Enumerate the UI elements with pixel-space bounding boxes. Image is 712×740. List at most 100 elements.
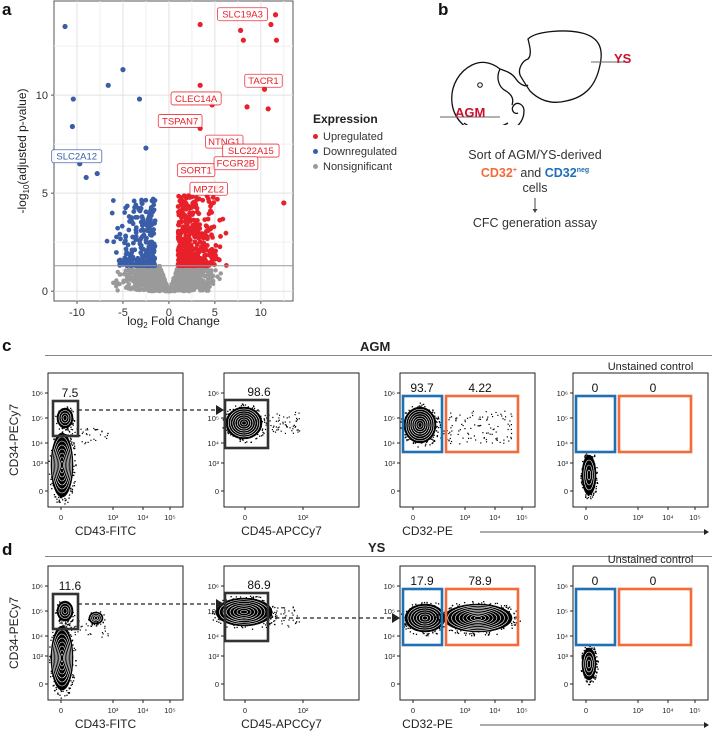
point-nonsignificant — [174, 280, 180, 285]
scatter-event — [286, 426, 288, 428]
scatter-event — [272, 426, 274, 428]
cd34-low-population-event — [52, 685, 54, 687]
scatter-event — [483, 437, 485, 439]
cd45-population-event — [264, 421, 266, 423]
scatter-event — [491, 415, 494, 418]
scatter-event — [273, 623, 276, 625]
cd34-low-population-event — [60, 697, 62, 699]
cd34-low-population-event — [73, 448, 75, 450]
scatter-event — [485, 432, 488, 434]
point-nonsignificant — [190, 284, 196, 289]
scatter-event — [281, 607, 283, 609]
x-tick-label: 10³ — [460, 513, 471, 522]
cd45-population-event — [222, 427, 224, 429]
cd34-high-population-event — [74, 614, 76, 617]
unstained-population-event — [594, 454, 596, 456]
scatter-event — [448, 440, 450, 442]
cd32pos-population-event — [505, 606, 508, 609]
cd45-population-event — [214, 617, 216, 619]
cd32neg-population-event — [436, 417, 438, 420]
cd34-high-population-contour — [56, 407, 74, 429]
scatter-event — [85, 433, 88, 435]
y-tick-label: 0 — [215, 680, 219, 689]
cd32pos-population-event — [488, 631, 491, 634]
cd32pos-population-event — [448, 629, 451, 632]
unstained-population-event — [585, 454, 587, 456]
point-nonsignificant — [123, 268, 128, 273]
cd32neg-population-event — [412, 632, 415, 635]
cd34-low-population-event — [49, 676, 52, 678]
y-tick-label: 0 — [39, 680, 43, 689]
point-nonsignificant — [124, 276, 130, 281]
scatter-event — [289, 427, 291, 429]
unstained-population-contour — [581, 454, 597, 496]
x-tick-label: 10⁵ — [164, 706, 175, 715]
cd45-population-event — [239, 439, 242, 441]
point-nonsignificant — [159, 270, 164, 276]
cd32pos-population-event — [463, 601, 466, 604]
cd34-low-population-event — [53, 690, 56, 692]
plot-frame — [223, 372, 360, 508]
cd34-low-population-event — [74, 471, 76, 474]
scatter-event — [485, 411, 487, 413]
scatter-event — [296, 429, 298, 431]
scatter-event — [294, 411, 297, 414]
x-tick-label: 10³ — [633, 706, 644, 715]
point-nonsignificant — [215, 274, 220, 279]
cd45-population-event — [240, 405, 242, 407]
scatter-event — [291, 612, 293, 614]
cd32pos-population-event — [451, 604, 454, 607]
panel-label-c: c — [2, 336, 12, 355]
scatter-event — [274, 611, 276, 614]
cd45-population-event — [261, 428, 264, 430]
cd32neg-population-event — [405, 625, 408, 627]
cd32pos-population-event — [471, 635, 473, 637]
scatter-event — [294, 414, 296, 416]
scatter-event — [451, 424, 453, 427]
scatter-event — [271, 611, 273, 613]
scatter-event — [493, 428, 495, 430]
scatter-event — [508, 425, 511, 427]
cd34-low-population-event — [73, 474, 75, 477]
y-tick-label: 10⁶ — [208, 389, 219, 398]
scatter-event — [449, 417, 451, 419]
scatter-event — [510, 413, 512, 415]
cd34-low-population-event — [51, 636, 53, 639]
unstained-population-event — [593, 648, 595, 651]
cd34-high-population-event — [72, 410, 74, 413]
scatter-event — [278, 419, 280, 421]
scatter-event — [97, 428, 99, 431]
scatter-event — [298, 412, 300, 414]
scatter-event — [472, 414, 474, 417]
cd45-population-event — [220, 622, 222, 624]
unstained-population-event — [595, 485, 598, 488]
scatter-event — [277, 427, 279, 429]
cd45-population-event — [259, 435, 261, 437]
x-axis-label: CD32-PE — [402, 524, 453, 538]
cd32pos-population-event — [514, 618, 516, 620]
scatter-event — [274, 615, 277, 618]
x-tick-label: 10⁴ — [489, 706, 501, 715]
scatter-event — [481, 416, 484, 418]
point-nonsignificant — [184, 278, 189, 283]
scatter-event — [497, 414, 499, 416]
cd45-population-event — [249, 595, 252, 597]
x-tick-label: 10³ — [108, 513, 119, 522]
cd34-low-population-event — [68, 494, 71, 496]
cd43-population-event — [102, 622, 104, 624]
cd32neg-population-event — [424, 445, 427, 447]
cd32neg-population-event — [404, 622, 406, 625]
scatter-event — [79, 435, 81, 437]
cd34-low-population-event — [49, 455, 52, 457]
scatter-event — [294, 609, 296, 611]
x-tick-label: 0 — [243, 706, 247, 715]
scatter-event — [288, 619, 290, 621]
y-tick-label: 0 — [564, 487, 568, 496]
scatter-event — [292, 607, 294, 609]
cd32pos-population-event — [505, 604, 508, 607]
scatter-event — [458, 430, 460, 432]
y-tick-label: 0 — [215, 487, 219, 496]
cd32neg-population-event — [433, 412, 436, 414]
scatter-event — [106, 434, 108, 437]
scatter-event — [295, 420, 298, 422]
